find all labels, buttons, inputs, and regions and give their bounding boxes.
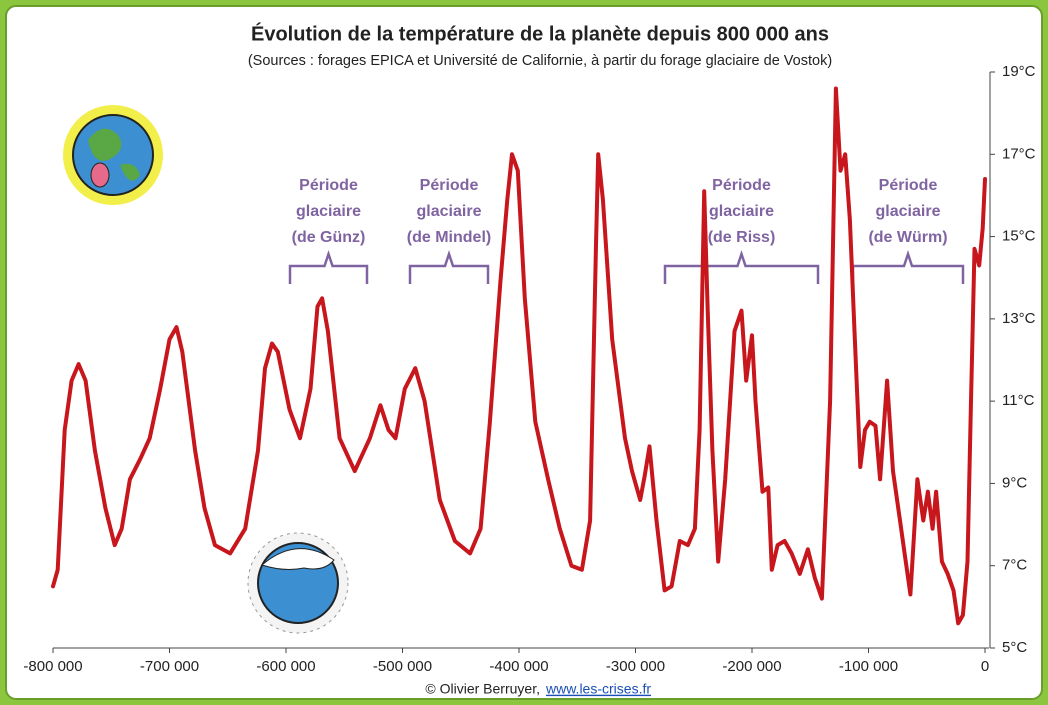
x-tick-label: 0 — [981, 658, 989, 675]
x-tick-label: -600 000 — [256, 658, 315, 675]
hot-globe — [63, 105, 163, 205]
x-tick-label: -400 000 — [489, 658, 548, 675]
period-bracket — [288, 250, 369, 284]
land — [88, 128, 140, 181]
period-label: (de Riss) — [708, 229, 776, 246]
cold-globe — [247, 532, 349, 634]
period-bracket — [663, 250, 820, 284]
tongue — [90, 162, 110, 188]
y-tick-label: 9°C — [1002, 474, 1027, 491]
x-tick-label: -800 000 — [23, 658, 82, 675]
period-bracket — [408, 250, 490, 284]
period-label: Période — [420, 177, 479, 194]
period-label: Période — [879, 177, 938, 194]
x-tick-label: -700 000 — [140, 658, 199, 675]
y-tick-label: 19°C — [1002, 63, 1036, 80]
x-tick-label: -200 000 — [722, 658, 781, 675]
credit-link[interactable]: www.les-crises.fr — [545, 681, 651, 697]
x-tick-label: -500 000 — [373, 658, 432, 675]
y-tick-label: 17°C — [1002, 145, 1036, 162]
snow — [260, 548, 335, 570]
chart-title: Évolution de la température de la planèt… — [251, 22, 829, 45]
period-label: (de Würm) — [868, 229, 947, 246]
y-tick-label: 5°C — [1002, 639, 1027, 656]
y-tick-label: 13°C — [1002, 310, 1036, 327]
credit: © Olivier Berruyer, — [425, 681, 540, 697]
y-tick-label: 15°C — [1002, 228, 1036, 245]
x-tick-label: -300 000 — [606, 658, 665, 675]
period-label: glaciaire — [417, 203, 482, 220]
period-label: glaciaire — [709, 203, 774, 220]
y-tick-label: 11°C — [1002, 392, 1035, 409]
period-label: (de Günz) — [292, 229, 366, 246]
period-label: (de Mindel) — [407, 229, 491, 246]
period-label: glaciaire — [296, 203, 361, 220]
period-label: Période — [712, 177, 771, 194]
y-tick-label: 7°C — [1002, 557, 1027, 574]
chart-subtitle: (Sources : forages EPICA et Université d… — [248, 53, 832, 69]
temperature-line — [51, 86, 987, 626]
period-label: glaciaire — [876, 203, 941, 220]
panel — [5, 5, 1043, 700]
x-tick-label: -100 000 — [839, 658, 898, 675]
period-label: Période — [299, 177, 358, 194]
